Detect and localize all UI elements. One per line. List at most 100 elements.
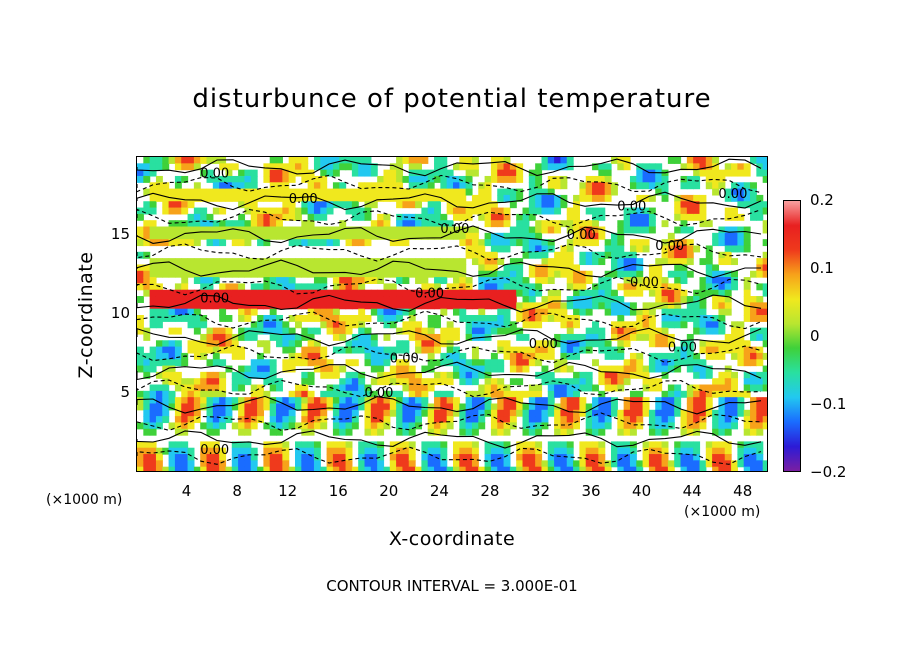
heatmap-cell [238, 460, 246, 468]
heatmap-cell [143, 251, 151, 259]
heatmap-cell [547, 163, 555, 171]
heatmap-cell [168, 296, 176, 303]
heatmap-cell [276, 466, 283, 471]
heatmap-cell [750, 384, 757, 392]
heatmap-cell [402, 201, 410, 209]
heatmap-cell [219, 315, 227, 322]
heatmap-cell [453, 365, 460, 373]
heatmap-cell [396, 308, 404, 316]
heatmap-cell [592, 163, 599, 171]
heatmap-cell [655, 378, 663, 386]
heatmap-cell [307, 352, 315, 360]
heatmap-cell [320, 277, 328, 284]
heatmap-cell [547, 245, 555, 253]
heatmap-cell [478, 327, 486, 335]
heatmap-cell [276, 258, 283, 266]
heatmap-cell [699, 283, 707, 291]
heatmap-cell [509, 403, 517, 411]
heatmap-cell [174, 207, 182, 215]
heatmap-cell [377, 258, 385, 266]
heatmap-cell [478, 466, 486, 471]
heatmap-cell [168, 315, 176, 322]
heatmap-cell [750, 327, 757, 335]
contour-label: 0.00 [567, 228, 596, 243]
heatmap-cell [756, 454, 764, 461]
heatmap-cell [655, 428, 663, 436]
heatmap-cell [206, 226, 214, 234]
heatmap-cell [743, 454, 751, 461]
heatmap-cell [168, 422, 176, 430]
heatmap-cell [680, 213, 688, 221]
heatmap-cell [313, 175, 321, 183]
heatmap-cell [231, 397, 239, 405]
heatmap-cell [402, 157, 410, 164]
heatmap-cell [415, 302, 422, 310]
heatmap-cell [566, 296, 574, 303]
heatmap-cell [187, 296, 195, 303]
heatmap-cell [648, 321, 656, 329]
heatmap-cell [648, 454, 656, 461]
heatmap-cell [497, 466, 505, 471]
heatmap-cell [137, 447, 144, 455]
heatmap-cell [295, 157, 302, 164]
heatmap-cell [358, 346, 366, 354]
heatmap-cell [712, 302, 720, 310]
heatmap-cell [276, 169, 283, 177]
x-tick-label: 32 [530, 482, 551, 500]
heatmap-cell [345, 296, 353, 303]
heatmap-cell [604, 422, 612, 430]
heatmap-cell [358, 321, 366, 329]
heatmap-cell [585, 441, 593, 449]
heatmap-cell [206, 264, 214, 272]
heatmap-cell [503, 403, 511, 411]
heatmap-cell [705, 315, 713, 322]
heatmap-cell [484, 283, 492, 291]
heatmap-cell [566, 239, 574, 247]
heatmap-cell [250, 188, 258, 196]
heatmap-cell [276, 321, 283, 329]
heatmap-cell [528, 428, 536, 436]
heatmap-cell [225, 397, 233, 405]
heatmap-cell [446, 175, 454, 183]
heatmap-cell [396, 264, 404, 272]
heatmap-cell [377, 188, 385, 196]
heatmap-cell [434, 302, 441, 310]
heatmap-cell [181, 277, 189, 284]
heatmap-cell [421, 390, 429, 398]
heatmap-cell [667, 416, 675, 424]
heatmap-cell [187, 239, 195, 247]
heatmap-cell [750, 359, 757, 367]
heatmap-cell [295, 226, 302, 234]
heatmap-cell [459, 264, 467, 272]
heatmap-cell [364, 258, 372, 266]
heatmap-cell [497, 163, 505, 171]
heatmap-cell [408, 220, 416, 228]
heatmap-cell [301, 333, 309, 341]
heatmap-cell [629, 283, 637, 291]
heatmap-cell [629, 213, 637, 221]
heatmap-cell [238, 327, 246, 335]
heatmap-cell [389, 182, 397, 190]
heatmap-cell [497, 220, 505, 228]
heatmap-cell [282, 466, 290, 471]
heatmap-cell [699, 308, 707, 316]
heatmap-cell [332, 302, 340, 310]
heatmap-cell [307, 308, 315, 316]
heatmap-cell [181, 157, 189, 164]
heatmap-cell [667, 239, 675, 247]
heatmap-cell [219, 302, 227, 310]
heatmap-cell [402, 359, 410, 367]
heatmap-cell [497, 258, 505, 266]
heatmap-cell [497, 157, 505, 164]
heatmap-cell [212, 296, 220, 303]
heatmap-cell [566, 226, 574, 234]
heatmap-cell [560, 157, 568, 164]
colorbar [783, 200, 801, 472]
heatmap-cell [686, 333, 694, 341]
heatmap-cell [535, 169, 543, 177]
heatmap-cell [547, 296, 555, 303]
heatmap-cell [636, 321, 644, 329]
heatmap-cell [699, 397, 707, 405]
heatmap-cell [712, 169, 720, 177]
heatmap-cell [490, 378, 498, 386]
